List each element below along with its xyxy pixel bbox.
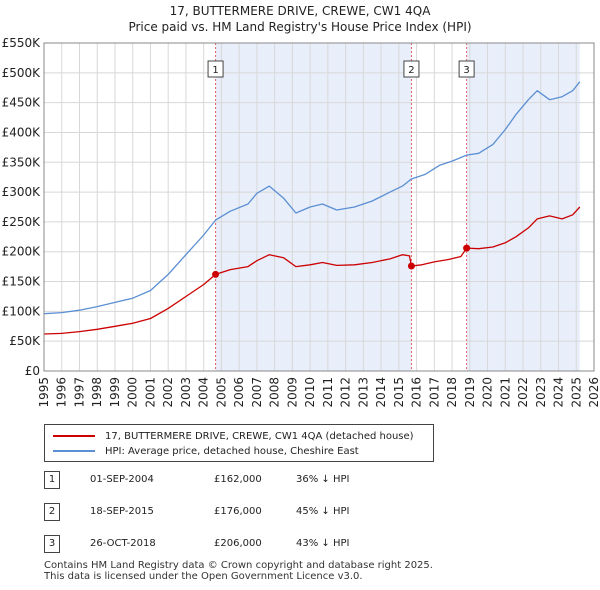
- x-tick-label: 2023: [534, 377, 548, 408]
- footer-copyright: Contains HM Land Registry data © Crown c…: [44, 560, 433, 571]
- sale-hpi-diff: 45% ↓ HPI: [296, 506, 350, 517]
- sale-marker-box: [403, 60, 420, 78]
- price-chart: 1 2 3 £0 £50K £100K £150K £200K £250K £300K £350K…: [2, 36, 600, 408]
- x-tick-label: 2000: [126, 377, 140, 408]
- x-tick-label: 2011: [321, 377, 335, 408]
- y-tick-label: £350K: [2, 155, 42, 169]
- sale-marker-label: 2: [408, 65, 414, 76]
- y-tick-label: £500K: [2, 66, 42, 80]
- x-tick-label: 2015: [392, 377, 406, 408]
- y-tick-label: £50K: [9, 334, 41, 348]
- x-tick-label: 2008: [268, 377, 282, 408]
- y-tick-label: £400K: [2, 125, 42, 139]
- y-tick-label: £200K: [2, 245, 42, 259]
- x-tick-label: 2020: [481, 377, 495, 408]
- x-tick-label: 2010: [303, 377, 317, 408]
- sale-hpi-diff: 36% ↓ HPI: [296, 474, 350, 485]
- x-tick-label: 2004: [197, 377, 211, 408]
- x-tick-label: 2016: [410, 377, 424, 408]
- sale-number-badge: 2: [44, 503, 60, 521]
- x-tick-label: 1996: [55, 377, 69, 408]
- sale-point: [212, 270, 220, 278]
- x-tick-label: 2024: [552, 377, 566, 408]
- x-tick-label: 1995: [37, 377, 51, 408]
- sale-number-badge: 1: [44, 471, 60, 489]
- chart-title-line2: Price paid vs. HM Land Registry's House …: [128, 20, 472, 34]
- sale-row: 3 26-OCT-2018 £206,000 43% ↓ HPI: [44, 535, 464, 553]
- y-tick-label: £300K: [2, 185, 42, 199]
- sale-point: [407, 262, 415, 270]
- sale-date: 18-SEP-2015: [90, 506, 154, 517]
- sale-number-badge: 3: [44, 535, 60, 553]
- sale-price: £206,000: [214, 538, 262, 549]
- x-tick-label: 1997: [72, 377, 86, 408]
- sale-row: 2 18-SEP-2015 £176,000 45% ↓ HPI: [44, 503, 464, 521]
- x-tick-label: 2009: [285, 377, 299, 408]
- x-tick-label: 2022: [516, 377, 530, 408]
- x-tick-label: 2021: [498, 377, 512, 408]
- y-tick-label: £0: [25, 364, 40, 378]
- legend-label-hpi: HPI: Average price, detached house, Ches…: [105, 445, 359, 457]
- x-tick-label: 2007: [250, 377, 264, 408]
- x-tick-label: 2013: [356, 377, 370, 408]
- x-tick-label: 2018: [445, 377, 459, 408]
- sale-marker-box: [458, 60, 475, 78]
- y-tick-label: £150K: [2, 275, 42, 289]
- x-tick-label: 2003: [179, 377, 193, 408]
- property-price-line: [43, 206, 581, 335]
- x-tick-label: 1999: [108, 377, 122, 408]
- legend-item-property: 17, BUTTERMERE DRIVE, CREWE, CW1 4QA (de…: [53, 429, 414, 443]
- x-tick-label: 2005: [214, 377, 228, 408]
- hpi-line: [43, 81, 581, 315]
- sale-point: [463, 244, 471, 252]
- legend-label-property: 17, BUTTERMERE DRIVE, CREWE, CW1 4QA (de…: [105, 430, 414, 442]
- y-tick-label: £450K: [2, 96, 42, 110]
- x-tick-label: 2012: [339, 377, 353, 408]
- x-tick-label: 2026: [587, 377, 600, 408]
- x-tick-label: 2006: [232, 377, 246, 408]
- sale-marker-label: 3: [463, 65, 469, 76]
- sale-date: 26-OCT-2018: [90, 538, 156, 549]
- legend-item-hpi: HPI: Average price, detached house, Ches…: [53, 444, 359, 458]
- chart-title-line1: 17, BUTTERMERE DRIVE, CREWE, CW1 4QA: [169, 4, 431, 18]
- legend-swatch-property: [53, 435, 95, 437]
- legend-swatch-hpi: [53, 450, 95, 452]
- x-tick-label: 2014: [374, 377, 388, 408]
- plot-border: [43, 42, 595, 372]
- sale-date: 01-SEP-2004: [90, 474, 154, 485]
- x-tick-label: 2001: [143, 377, 157, 408]
- y-tick-label: £550K: [2, 36, 42, 50]
- x-tick-label: 2019: [463, 377, 477, 408]
- chart-legend: 17, BUTTERMERE DRIVE, CREWE, CW1 4QA (de…: [44, 424, 434, 462]
- sale-price: £162,000: [214, 474, 262, 485]
- sale-hpi-diff: 43% ↓ HPI: [296, 538, 350, 549]
- sale-marker-box: [207, 60, 224, 78]
- y-tick-label: £100K: [2, 304, 42, 318]
- y-tick-label: £250K: [2, 215, 42, 229]
- shaded-period: [215, 43, 412, 371]
- footer-licence: This data is licensed under the Open Gov…: [44, 571, 363, 582]
- sale-marker-label: 1: [212, 65, 218, 76]
- x-tick-label: 1998: [90, 377, 104, 408]
- sale-price: £176,000: [214, 506, 262, 517]
- sale-row: 1 01-SEP-2004 £162,000 36% ↓ HPI: [44, 471, 464, 489]
- x-tick-label: 2017: [427, 377, 441, 408]
- x-tick-label: 2025: [569, 377, 583, 408]
- footer: Contains HM Land Registry data © Crown c…: [44, 560, 433, 582]
- x-tick-label: 2002: [161, 377, 175, 408]
